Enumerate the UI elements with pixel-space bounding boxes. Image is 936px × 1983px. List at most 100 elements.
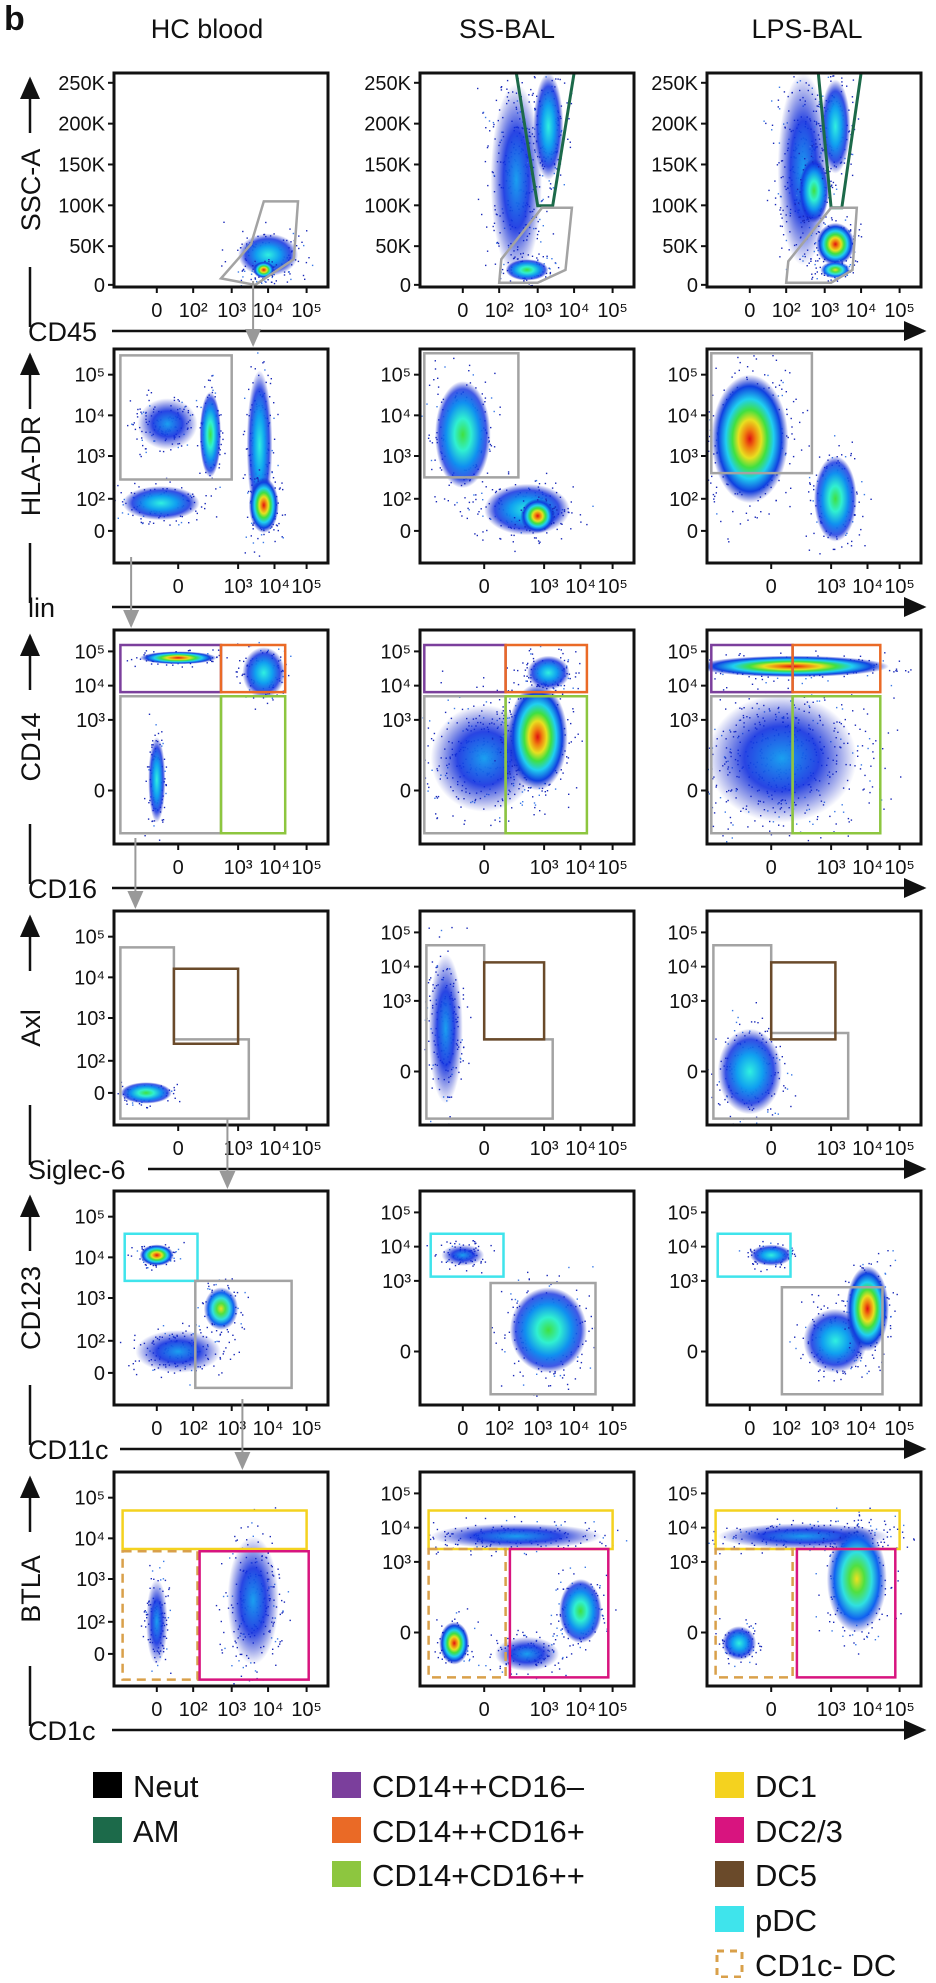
y-tick-label: 10³	[382, 710, 411, 732]
event-dot	[549, 180, 550, 181]
event-dot	[752, 370, 753, 371]
event-dot	[268, 259, 269, 260]
event-dot	[709, 793, 710, 794]
event-dot	[475, 499, 476, 500]
event-dot	[575, 651, 576, 652]
event-dot	[435, 368, 436, 369]
event-dot	[835, 220, 836, 221]
event-dot	[820, 267, 821, 268]
event-dot	[791, 426, 792, 427]
event-dot	[549, 187, 550, 188]
event-dot	[289, 273, 290, 274]
event-dot	[575, 676, 576, 677]
event-dot	[509, 702, 510, 703]
event-dot	[243, 434, 244, 435]
event-dot	[537, 67, 538, 68]
y-tick-label: 10⁵	[380, 641, 411, 663]
event-dot	[858, 235, 859, 236]
event-dot	[825, 224, 826, 225]
event-dot	[247, 517, 248, 518]
event-dot	[546, 256, 547, 257]
x-tick-label: 10⁵	[884, 576, 915, 598]
event-dot	[277, 414, 278, 415]
event-dot	[276, 280, 277, 281]
event-dot	[523, 500, 524, 501]
density-blob	[123, 486, 200, 520]
event-dot	[239, 660, 240, 661]
event-dot	[782, 382, 783, 383]
event-dot	[739, 370, 740, 371]
density-blob	[799, 159, 829, 223]
event-dot	[131, 659, 132, 660]
event-dot	[532, 796, 533, 797]
event-dot	[817, 271, 818, 272]
event-dot	[560, 657, 561, 658]
event-dot	[541, 200, 542, 201]
event-dot	[275, 481, 276, 482]
y-tick-label: 100K	[651, 195, 698, 217]
x-tick-label: 10⁴	[259, 576, 290, 598]
event-dot	[848, 818, 849, 819]
event-dot	[570, 678, 571, 679]
event-dot	[527, 667, 528, 668]
event-dot	[482, 516, 483, 517]
event-dot	[456, 502, 457, 503]
event-dot	[819, 553, 820, 554]
event-dot	[814, 126, 815, 127]
event-dot	[523, 785, 524, 786]
event-dot	[550, 183, 551, 184]
event-dot	[807, 159, 808, 160]
event-dot	[737, 357, 738, 358]
event-dot	[243, 269, 244, 270]
event-dot	[560, 779, 561, 780]
event-dot	[515, 58, 516, 59]
event-dot	[833, 193, 834, 194]
plot-area	[687, 344, 872, 554]
density-blob	[814, 456, 857, 542]
event-dot	[190, 650, 191, 651]
event-dot	[238, 668, 239, 669]
event-dot	[704, 377, 705, 378]
event-dot	[730, 822, 731, 823]
event-dot	[861, 764, 862, 765]
event-dot	[225, 261, 226, 262]
event-dot	[522, 804, 523, 805]
event-dot	[265, 222, 266, 223]
event-dot	[571, 501, 572, 502]
event-dot	[130, 400, 131, 401]
event-dot	[487, 147, 488, 148]
event-dot	[245, 552, 246, 553]
event-dot	[181, 522, 182, 523]
event-dot	[703, 397, 704, 398]
event-dot	[509, 771, 510, 772]
event-dot	[485, 161, 486, 162]
event-dot	[546, 258, 547, 259]
event-dot	[517, 258, 518, 259]
event-dot	[151, 821, 152, 822]
event-dot	[799, 153, 800, 154]
event-dot	[535, 804, 536, 805]
event-dot	[550, 273, 551, 274]
event-dot	[872, 786, 873, 787]
density-blob	[816, 223, 855, 266]
event-dot	[242, 276, 243, 277]
event-dot	[205, 503, 206, 504]
event-dot	[569, 743, 570, 744]
event-dot	[499, 817, 500, 818]
event-dot	[768, 513, 769, 514]
event-dot	[467, 508, 468, 509]
event-dot	[238, 271, 239, 272]
event-dot	[578, 734, 579, 735]
event-dot	[840, 56, 841, 57]
event-dot	[212, 649, 213, 650]
event-dot	[205, 495, 206, 496]
event-dot	[248, 389, 249, 390]
event-dot	[723, 689, 724, 690]
event-dot	[210, 380, 211, 381]
event-dot	[828, 57, 829, 58]
event-dot	[810, 258, 811, 259]
event-dot	[713, 826, 714, 827]
event-dot	[481, 493, 482, 494]
event-dot	[698, 764, 699, 765]
event-dot	[851, 819, 852, 820]
